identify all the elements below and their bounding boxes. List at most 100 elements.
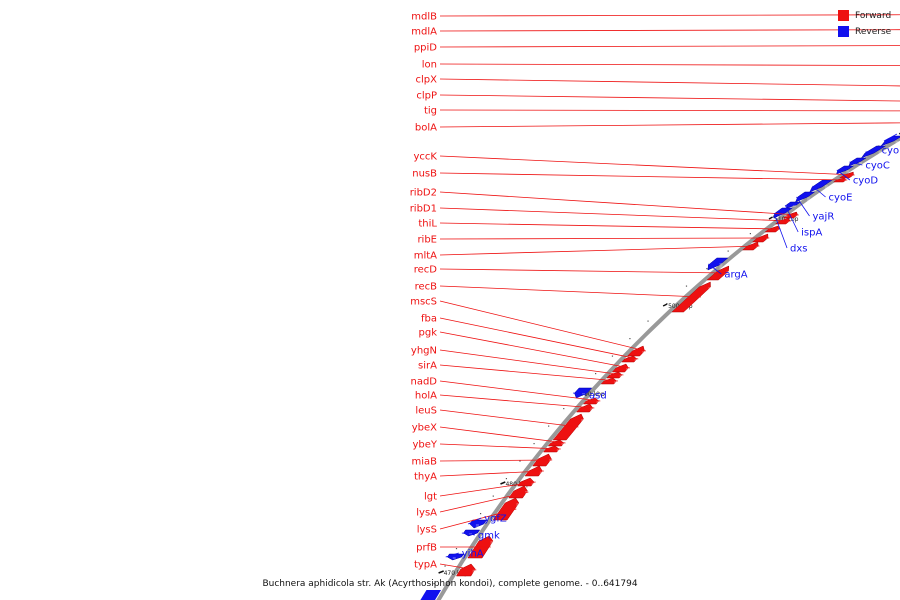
gene-thya-arrow[interactable] bbox=[524, 465, 543, 477]
gene-ribd1-leader bbox=[439, 207, 791, 222]
gene-highlight bbox=[556, 449, 560, 451]
gene-arga-arrow[interactable] bbox=[707, 257, 729, 271]
gene-sira-arrow[interactable] bbox=[600, 377, 617, 385]
scale-tick-minor bbox=[629, 338, 631, 340]
gene-typa-leader bbox=[439, 563, 477, 571]
gene-recb-arrow[interactable] bbox=[671, 281, 711, 313]
gene-yhgn-arrow[interactable] bbox=[606, 371, 623, 379]
gene-highlight bbox=[878, 151, 882, 157]
gene-labels: mdlB mdlA ppiD lon clpX clpP tig bolA yccK nusB ri… bbox=[410, 12, 900, 571]
gene-lyss-arrow[interactable] bbox=[492, 497, 520, 521]
gene-recb-label: recB bbox=[415, 282, 438, 293]
gene-mlta-label: mltA bbox=[414, 251, 437, 262]
scale-tick-minor bbox=[519, 460, 521, 462]
gene-miab-label: miaB bbox=[411, 457, 437, 468]
gene-leus-leader bbox=[439, 409, 579, 428]
gene-mscs-leader bbox=[439, 300, 646, 352]
legend-forward-label: Forward bbox=[855, 10, 892, 21]
scale-tick-minor bbox=[611, 355, 614, 357]
gene-leus-arrow[interactable] bbox=[552, 413, 584, 441]
gene-highlight bbox=[708, 287, 712, 311]
gene-ybex-arrow[interactable] bbox=[547, 439, 565, 447]
gene-cyod-leader bbox=[836, 169, 851, 181]
legend-reverse: Reverse bbox=[838, 24, 891, 39]
scale-tick-minor bbox=[533, 443, 535, 445]
gene-ribd2-arrow[interactable] bbox=[782, 211, 798, 219]
scale-tick-minor bbox=[563, 408, 565, 410]
gene-recd-label: recD bbox=[414, 265, 438, 276]
gene-dxs-leader bbox=[773, 212, 788, 249]
gene-highlight bbox=[895, 141, 899, 145]
scale-tick-minor bbox=[595, 373, 597, 375]
scale-tick-minor bbox=[444, 565, 446, 567]
gene-cyob-arrow[interactable] bbox=[860, 145, 887, 159]
gene-lysa-label: lysA bbox=[416, 508, 437, 519]
scale-tick-major bbox=[768, 216, 773, 220]
gene-cyoc-leader bbox=[849, 161, 863, 166]
gene-asd-arrow[interactable] bbox=[574, 387, 593, 399]
gene-highlight bbox=[614, 381, 618, 383]
gene-nusb-leader bbox=[439, 172, 848, 181]
gene-cyoe-leader bbox=[812, 185, 826, 198]
gene-fba-arrow[interactable] bbox=[621, 355, 638, 363]
gene-cyob-leader bbox=[865, 149, 879, 153]
gene-highlight bbox=[581, 419, 585, 439]
gene-ribd1-label: ribD1 bbox=[410, 204, 437, 215]
gene-nadd-label: nadD bbox=[410, 377, 437, 388]
gene-highlight bbox=[475, 524, 479, 527]
gene-gmk-leader bbox=[461, 532, 475, 536]
gene-highlight bbox=[792, 205, 796, 207]
legend-forward: Forward bbox=[838, 8, 891, 23]
gene-features bbox=[420, 135, 900, 600]
gene-ybey-leader bbox=[439, 443, 561, 450]
gene-ygfz-leader bbox=[467, 517, 482, 525]
gene-ygfz-label: ygfZ bbox=[484, 514, 507, 525]
gene-cyoc-label: cyoC bbox=[865, 161, 890, 172]
gene-typa-arrow[interactable] bbox=[455, 563, 476, 577]
gene-highlight bbox=[590, 408, 594, 411]
gene-ispa-arrow[interactable] bbox=[786, 201, 802, 209]
gene-highlight bbox=[777, 229, 781, 231]
gene-partial-bottom bbox=[420, 590, 442, 600]
gene-clpx-leader bbox=[439, 78, 900, 87]
gene-yajr-arrow[interactable] bbox=[795, 191, 816, 203]
gene-cyoa-leader bbox=[883, 133, 898, 142]
gene-highlight bbox=[846, 170, 850, 173]
gene-nadd-arrow[interactable] bbox=[582, 397, 600, 405]
gene-pgk-label: pgk bbox=[419, 328, 438, 339]
gene-cyod-arrow[interactable] bbox=[836, 165, 855, 175]
gene-recd-leader bbox=[439, 268, 728, 274]
gene-gmk-arrow[interactable] bbox=[463, 529, 481, 537]
gene-yajr-leader bbox=[796, 196, 810, 217]
gene-highlight bbox=[525, 491, 529, 497]
scale-tick-label: 470 kbp bbox=[444, 570, 469, 577]
scale-tick-major bbox=[500, 481, 506, 485]
gene-mdla-leader bbox=[439, 29, 900, 32]
gene-highlight bbox=[472, 569, 476, 575]
gene-mdla-label: mdlA bbox=[411, 27, 437, 38]
gene-cyoc-arrow[interactable] bbox=[848, 157, 867, 167]
gene-ribe-label: ribE bbox=[417, 235, 437, 246]
gene-cyoa-arrow[interactable] bbox=[880, 135, 900, 147]
gene-highlight bbox=[452, 557, 456, 559]
gene-nadd-leader bbox=[439, 380, 601, 402]
gene-dxs-label: dxs bbox=[790, 244, 807, 255]
gene-highlight bbox=[795, 215, 799, 217]
gene-thil-leader bbox=[439, 222, 781, 230]
gene-yhgn-leader bbox=[439, 349, 624, 376]
gene-fba-leader bbox=[439, 317, 639, 360]
gene-hola-arrow[interactable] bbox=[575, 403, 594, 413]
gene-cyoe-label: cyoE bbox=[829, 193, 853, 204]
gene-hola-label: holA bbox=[415, 391, 437, 402]
legend-reverse-swatch bbox=[838, 26, 849, 37]
gene-pgk-arrow[interactable] bbox=[611, 363, 629, 373]
gene-highlight bbox=[824, 185, 828, 191]
gene-ribe-leader bbox=[439, 237, 770, 240]
gene-gmk-label: gmk bbox=[478, 531, 500, 542]
scale-tick-minor bbox=[492, 495, 494, 497]
gene-highlight bbox=[859, 162, 863, 165]
gene-ybey-label: ybeY bbox=[412, 440, 437, 451]
gene-arga-leader bbox=[708, 263, 722, 275]
gene-mscs-arrow[interactable] bbox=[626, 345, 645, 357]
